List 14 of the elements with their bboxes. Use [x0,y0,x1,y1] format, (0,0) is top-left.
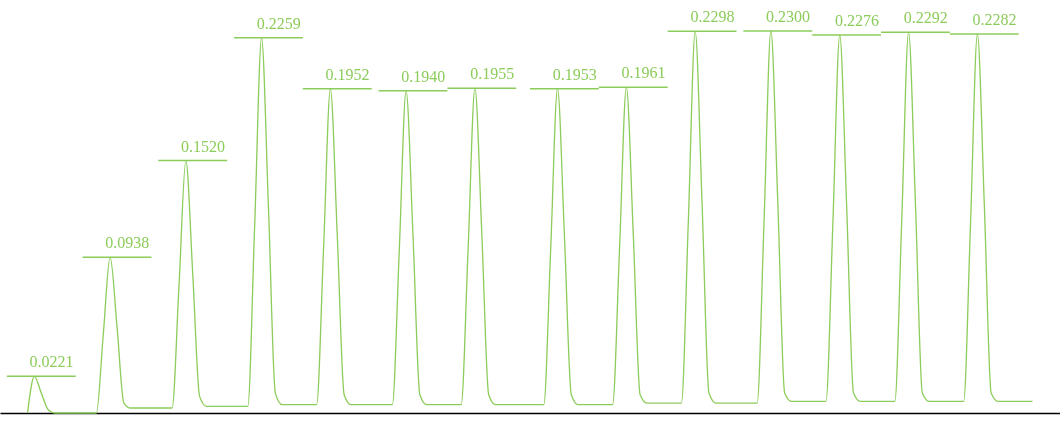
data-label: 0.2292 [903,9,948,27]
data-label: 0.2282 [972,10,1017,28]
data-label: 0.0221 [29,353,74,371]
data-label: 0.2298 [690,8,735,26]
data-label: 0.0938 [105,234,150,252]
data-label: 0.1940 [401,67,446,85]
data-label: 0.1955 [470,65,515,83]
data-label: 0.1953 [552,65,597,83]
data-label: 0.1520 [181,137,226,155]
data-label: 0.1952 [325,65,370,83]
data-label: 0.2300 [766,8,811,25]
data-label: 0.2259 [256,14,301,32]
data-label: 0.2276 [834,11,879,29]
data-label: 0.1961 [621,64,666,82]
